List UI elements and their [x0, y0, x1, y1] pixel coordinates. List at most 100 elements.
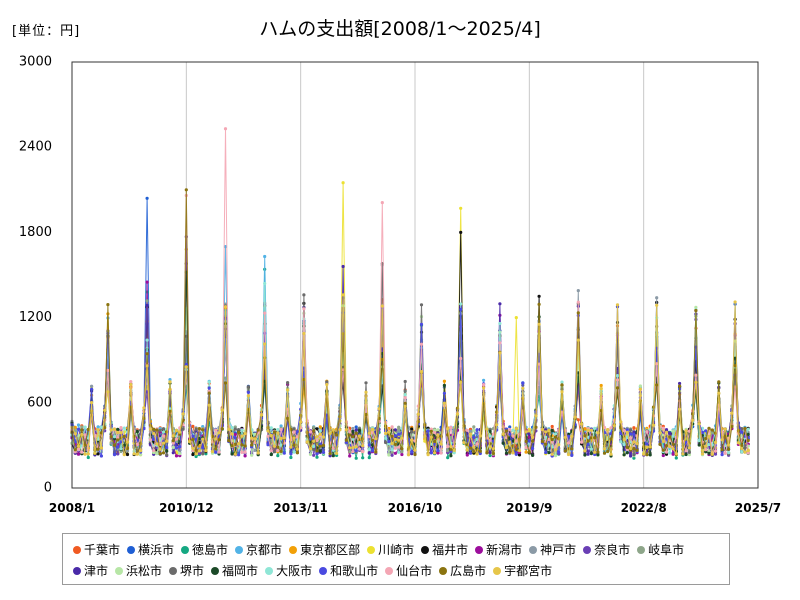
data-point: [602, 447, 607, 451]
data-point: [433, 431, 437, 435]
data-point: [400, 452, 404, 457]
series-line: [71, 294, 749, 456]
data-point: [557, 443, 561, 447]
data-point: [348, 433, 352, 437]
data-point: [446, 449, 450, 453]
data-point: [344, 438, 348, 442]
data-point: [674, 452, 678, 456]
data-point: [671, 429, 675, 433]
data-point: [331, 428, 335, 432]
legend-label: 岐阜市: [648, 543, 685, 557]
legend-row: 千葉市 横浜市 徳島市 京都市 東京都区部 川崎市 福井市 新潟市 神戸市 奈良市 岐阜市: [73, 539, 729, 560]
data-point: [122, 434, 126, 438]
data-point: [713, 449, 718, 453]
data-point: [700, 430, 705, 435]
data-point: [233, 432, 237, 437]
legend-marker: [367, 545, 376, 554]
data-point: [645, 453, 649, 457]
data-point: [191, 446, 195, 450]
data-point: [380, 201, 384, 205]
x-axis-ticks: 2008/1 2010/12 2013/11 2016/10 2019/9 2022/8 2…: [49, 501, 781, 515]
data-point: [560, 390, 564, 394]
data-point: [354, 456, 358, 460]
data-point: [400, 447, 404, 451]
data-point: [393, 428, 397, 432]
data-point: [658, 431, 662, 435]
data-point: [328, 454, 332, 458]
data-point: [109, 428, 113, 432]
data-point: [586, 439, 590, 443]
legend-marker: [637, 545, 646, 554]
data-point: [269, 449, 273, 453]
data-point: [367, 447, 371, 452]
data-point: [116, 427, 120, 431]
data-point: [583, 449, 587, 453]
legend-label: 広島市: [450, 564, 487, 578]
data-point: [655, 383, 659, 387]
data-point: [557, 450, 561, 454]
data-point: [684, 452, 688, 457]
data-point: [452, 448, 456, 452]
data-point: [723, 451, 727, 455]
data-point: [602, 451, 607, 455]
data-point: [315, 427, 319, 431]
series-line: [71, 232, 749, 456]
data-point: [472, 428, 476, 432]
data-point: [240, 428, 244, 432]
data-point: [161, 430, 166, 434]
data-point: [184, 365, 188, 369]
data-point: [243, 432, 247, 436]
data-point: [397, 432, 401, 436]
data-point: [436, 433, 440, 437]
data-point: [201, 437, 205, 441]
data-point: [593, 452, 597, 457]
data-point: [419, 342, 424, 346]
data-point: [743, 450, 747, 454]
data-point: [570, 434, 574, 438]
data-point: [635, 448, 639, 452]
data-point: [455, 412, 460, 416]
legend-marker: [439, 566, 448, 575]
legend-item: 徳島市: [181, 541, 228, 558]
data-point: [573, 415, 577, 419]
data-point: [410, 438, 414, 442]
data-point: [397, 425, 401, 429]
data-point: [158, 452, 162, 456]
data-point: [119, 426, 123, 430]
data-point: [318, 449, 322, 453]
data-point: [83, 443, 87, 447]
data-point: [472, 425, 476, 429]
y-tick-label: 0: [44, 481, 52, 496]
data-point: [116, 438, 120, 442]
data-point: [671, 447, 675, 451]
legend-item: 奈良市: [583, 541, 630, 558]
data-point: [393, 434, 397, 438]
data-point: [168, 409, 172, 413]
data-point: [191, 434, 195, 438]
data-point: [125, 446, 130, 451]
data-point: [250, 453, 254, 457]
data-point: [661, 439, 665, 443]
data-point: [354, 428, 358, 432]
data-point: [73, 432, 77, 436]
data-point: [178, 452, 182, 456]
y-tick-label: 2400: [19, 140, 52, 155]
data-point: [691, 418, 695, 422]
data-point: [648, 453, 652, 457]
legend-marker: [73, 545, 81, 554]
data-point: [207, 386, 211, 390]
data-point: [629, 446, 633, 451]
data-point: [135, 443, 139, 447]
data-point: [335, 433, 339, 437]
data-point: [272, 430, 277, 434]
data-point: [312, 425, 316, 429]
data-point: [615, 378, 620, 382]
data-point: [514, 439, 518, 443]
data-point: [214, 450, 218, 454]
data-point: [622, 453, 626, 457]
data-point: [174, 454, 179, 458]
data-point: [223, 381, 228, 385]
data-point: [664, 430, 669, 434]
data-point: [723, 427, 727, 431]
data-point: [517, 449, 522, 453]
